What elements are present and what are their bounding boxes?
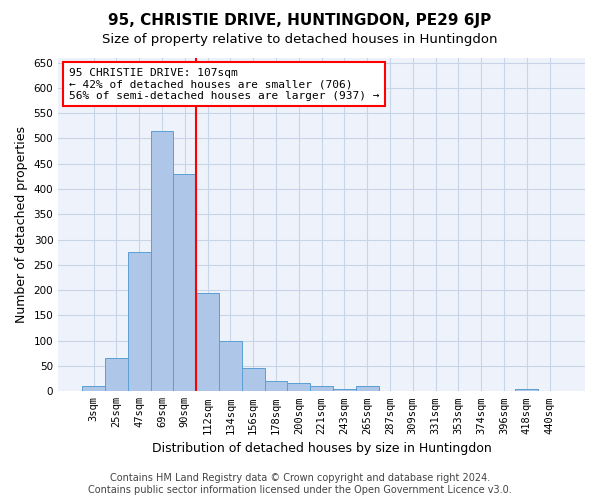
Text: Size of property relative to detached houses in Huntingdon: Size of property relative to detached ho… bbox=[102, 32, 498, 46]
X-axis label: Distribution of detached houses by size in Huntingdon: Distribution of detached houses by size … bbox=[152, 442, 491, 455]
Text: 95 CHRISTIE DRIVE: 107sqm
← 42% of detached houses are smaller (706)
56% of semi: 95 CHRISTIE DRIVE: 107sqm ← 42% of detac… bbox=[69, 68, 379, 100]
Bar bbox=[242, 368, 265, 392]
Y-axis label: Number of detached properties: Number of detached properties bbox=[15, 126, 28, 323]
Bar bbox=[515, 389, 538, 392]
Bar bbox=[265, 381, 287, 392]
Bar bbox=[333, 389, 356, 392]
Text: Contains HM Land Registry data © Crown copyright and database right 2024.
Contai: Contains HM Land Registry data © Crown c… bbox=[88, 474, 512, 495]
Bar bbox=[128, 252, 151, 392]
Text: 95, CHRISTIE DRIVE, HUNTINGDON, PE29 6JP: 95, CHRISTIE DRIVE, HUNTINGDON, PE29 6JP bbox=[109, 12, 491, 28]
Bar bbox=[105, 358, 128, 392]
Bar bbox=[287, 382, 310, 392]
Bar bbox=[151, 131, 173, 392]
Bar bbox=[173, 174, 196, 392]
Bar bbox=[82, 386, 105, 392]
Bar bbox=[196, 292, 219, 392]
Bar bbox=[219, 340, 242, 392]
Bar bbox=[356, 386, 379, 392]
Bar bbox=[310, 386, 333, 392]
